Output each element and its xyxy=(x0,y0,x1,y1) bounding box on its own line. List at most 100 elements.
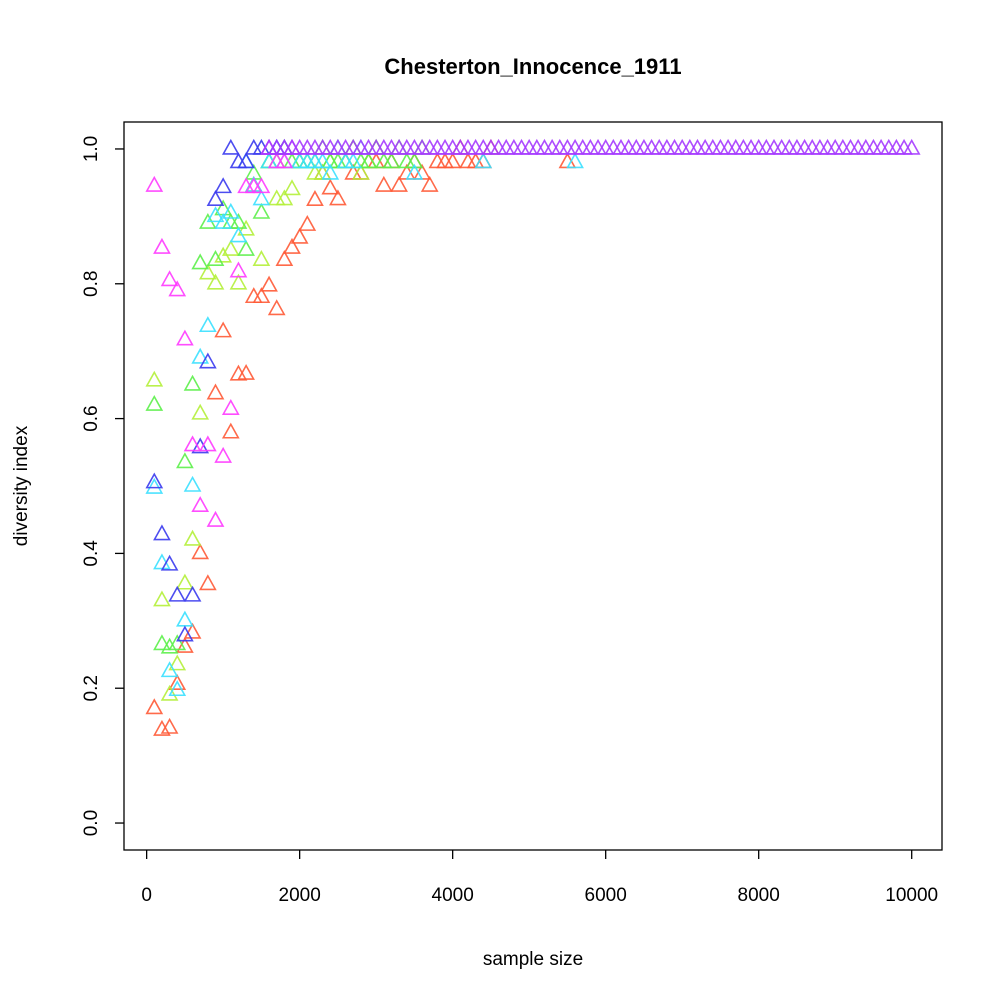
point xyxy=(214,177,233,194)
point xyxy=(413,138,431,155)
point xyxy=(887,138,906,155)
point xyxy=(566,152,584,169)
point xyxy=(374,138,393,155)
point xyxy=(336,152,355,169)
point xyxy=(237,152,255,169)
point xyxy=(589,138,607,155)
point xyxy=(543,138,561,155)
point xyxy=(183,435,202,452)
point xyxy=(321,163,340,180)
point xyxy=(474,138,493,155)
point xyxy=(229,152,248,169)
point xyxy=(642,138,661,155)
point xyxy=(420,175,439,192)
point xyxy=(153,524,171,541)
point xyxy=(206,510,225,527)
point xyxy=(206,206,225,223)
point xyxy=(290,152,309,169)
point xyxy=(160,554,179,571)
point xyxy=(260,152,278,169)
point xyxy=(344,138,363,155)
point xyxy=(474,152,493,169)
point xyxy=(367,138,386,155)
point xyxy=(482,138,500,155)
y-tick-label: 0.6 xyxy=(81,405,102,431)
x-tick-label: 4000 xyxy=(432,885,474,906)
point xyxy=(382,138,401,155)
point xyxy=(336,152,355,169)
point xyxy=(153,590,171,607)
point xyxy=(772,138,791,155)
point xyxy=(443,138,462,155)
point xyxy=(405,138,424,155)
point xyxy=(612,138,630,155)
point xyxy=(665,138,684,155)
point xyxy=(390,138,408,155)
point xyxy=(275,152,294,169)
point xyxy=(191,347,210,364)
y-tick-label: 1.0 xyxy=(81,136,102,162)
point xyxy=(221,212,240,229)
point xyxy=(283,237,301,254)
point xyxy=(329,152,347,169)
point xyxy=(436,138,454,155)
point xyxy=(558,152,577,169)
point xyxy=(176,329,194,346)
point xyxy=(260,275,278,292)
point xyxy=(329,138,347,155)
point xyxy=(145,477,164,494)
point xyxy=(321,178,340,195)
point xyxy=(283,138,301,155)
point xyxy=(260,138,278,155)
point xyxy=(260,152,278,169)
point xyxy=(298,152,317,169)
point xyxy=(160,270,179,287)
point xyxy=(566,138,584,155)
x-tick-label: 0 xyxy=(141,885,152,906)
point xyxy=(818,138,837,155)
point xyxy=(191,437,210,454)
point xyxy=(352,138,370,155)
point xyxy=(267,189,286,206)
point xyxy=(489,138,508,155)
point xyxy=(283,138,301,155)
point xyxy=(313,152,332,169)
point xyxy=(244,287,263,304)
point xyxy=(168,280,187,297)
x-tick-label: 6000 xyxy=(585,885,627,906)
point xyxy=(688,138,707,155)
point xyxy=(367,138,386,155)
point xyxy=(275,250,294,266)
point xyxy=(811,138,829,155)
point xyxy=(290,227,309,244)
point xyxy=(459,138,477,155)
point xyxy=(160,661,179,678)
point xyxy=(168,634,187,651)
point xyxy=(344,152,363,169)
point xyxy=(229,273,248,290)
point xyxy=(535,138,554,155)
point xyxy=(176,452,194,469)
point xyxy=(390,175,408,192)
point xyxy=(780,138,799,155)
point xyxy=(290,152,309,169)
point xyxy=(260,152,278,169)
point xyxy=(711,138,730,155)
point xyxy=(336,152,355,169)
point xyxy=(191,253,210,270)
point xyxy=(749,138,768,155)
y-tick-label: 0.8 xyxy=(81,271,102,297)
point xyxy=(359,152,378,169)
point xyxy=(604,138,623,155)
chart-title: Chesterton_Innocence_1911 xyxy=(384,54,681,79)
point xyxy=(275,138,294,155)
point xyxy=(198,574,217,591)
point xyxy=(260,138,278,155)
point xyxy=(466,138,485,155)
point xyxy=(359,138,378,155)
point xyxy=(313,138,332,155)
point xyxy=(214,212,233,229)
point xyxy=(512,138,531,155)
point xyxy=(298,152,317,169)
y-tick-label: 0.0 xyxy=(81,810,102,836)
